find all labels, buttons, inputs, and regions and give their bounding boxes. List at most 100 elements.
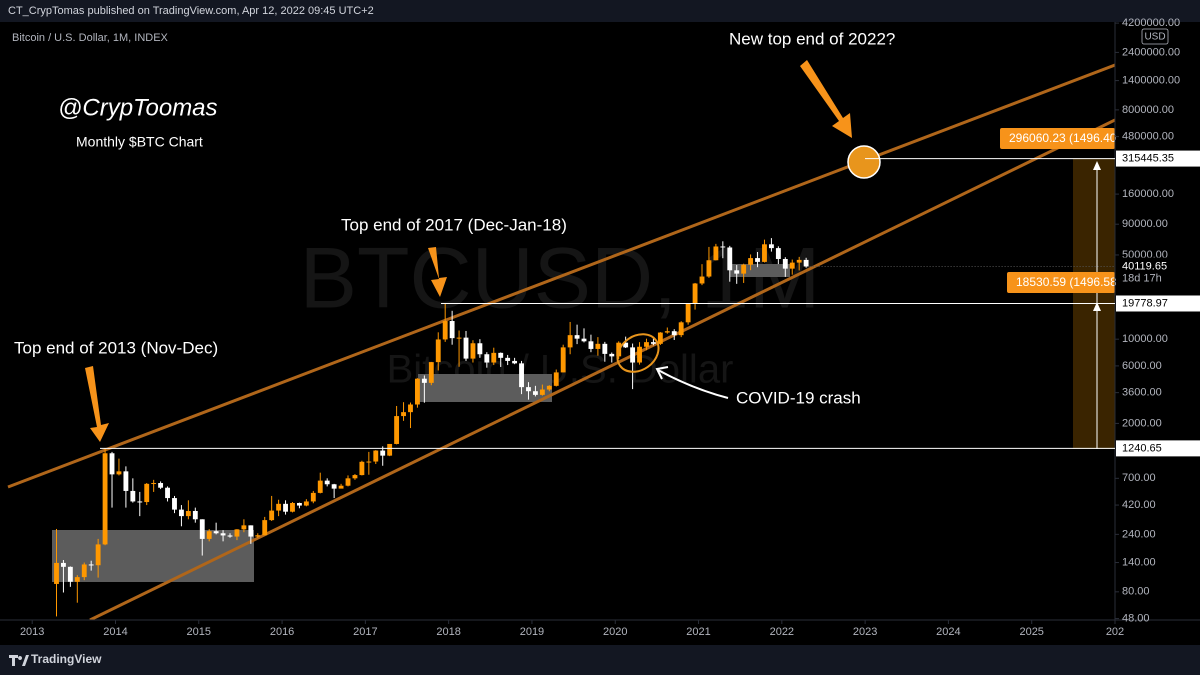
x-tick-label: 2020 [603, 626, 627, 638]
candle-body [192, 510, 198, 520]
candle-body [290, 502, 295, 512]
candle-body [81, 564, 87, 578]
candle-body [54, 562, 59, 584]
candle-body [283, 503, 288, 512]
footer-brand: TradingView [31, 652, 102, 666]
y-tick-label: 2000.00 [1122, 417, 1162, 429]
y-tick-label: 10000.00 [1122, 333, 1168, 345]
candle-body [699, 276, 705, 284]
candle-body [762, 244, 767, 262]
y-tick-label: 48.00 [1122, 612, 1150, 624]
price-level-label: 19778.97 [1122, 297, 1168, 309]
candle-body [95, 544, 101, 566]
candle-body [401, 412, 406, 417]
candle-body [803, 259, 809, 267]
candle-body [755, 258, 760, 262]
candle-body [546, 385, 552, 390]
candle-body [706, 260, 712, 277]
candle-body [199, 519, 205, 539]
channel-upper [7, 63, 1115, 489]
candle-body [720, 246, 726, 248]
price-level-label: 315445.35 [1122, 152, 1174, 164]
candle-body [491, 352, 497, 363]
channel-lower [89, 118, 1115, 620]
x-tick-label: 202 [1106, 626, 1124, 638]
candle-body [532, 391, 538, 395]
candle-body [477, 343, 483, 355]
currency: USD [1144, 32, 1165, 43]
candle-body [220, 533, 226, 536]
y-tick-label: 420.00 [1122, 499, 1156, 511]
y-tick-label: 700.00 [1122, 472, 1156, 484]
x-tick-label: 2025 [1019, 626, 1043, 638]
candle-body [206, 531, 212, 539]
candle-body [581, 338, 587, 342]
candle-body [789, 262, 795, 269]
target-circle [847, 145, 881, 179]
y-tick-label: 2400000.00 [1122, 46, 1180, 58]
candle-body [560, 347, 566, 373]
x-tick-label: 2014 [103, 626, 127, 638]
logo [9, 655, 29, 666]
candle-body [359, 461, 365, 476]
candle-body [158, 483, 164, 488]
candle-body [727, 247, 733, 271]
candle-body [185, 510, 191, 517]
measure-arrowhead [1093, 161, 1101, 170]
candle-body [366, 461, 372, 463]
candle-body [782, 258, 788, 269]
last-price-label: 40119.65 [1122, 260, 1167, 272]
candle-body [713, 246, 719, 261]
x-tick-label: 2018 [436, 626, 460, 638]
candle-body [269, 510, 275, 521]
candle-body [324, 480, 330, 485]
y-tick-label: 160000.00 [1122, 188, 1174, 200]
candle-body [463, 337, 469, 359]
candle-body [262, 520, 268, 536]
candle-body [678, 322, 684, 336]
x-tick-label: 2017 [353, 626, 377, 638]
candle-body [310, 492, 316, 502]
annotation: Top end of 2017 (Dec-Jan-18) [341, 215, 567, 234]
x-tick-label: 2021 [686, 626, 710, 638]
plot [7, 63, 1115, 620]
candle-body [345, 478, 351, 486]
candle-body [352, 475, 358, 479]
annotation: New top end of 2022? [729, 29, 895, 48]
candle-body [172, 498, 177, 510]
subtitle: Monthly $BTC Chart [76, 134, 203, 150]
covid-arrow [657, 369, 729, 399]
candle-body [435, 339, 441, 363]
candle-body [553, 372, 559, 386]
candle-body [657, 332, 663, 344]
last-price-box [1116, 257, 1200, 288]
candle-body [67, 566, 73, 582]
y-tick-label: 90000.00 [1122, 218, 1168, 230]
candle-body [588, 341, 594, 349]
candle-body [213, 531, 219, 534]
candle-body [394, 416, 400, 444]
x-tick-label: 2015 [187, 626, 211, 638]
candle-body [414, 378, 420, 405]
candle-body [421, 378, 427, 383]
candle-body [630, 347, 636, 363]
candle-body [505, 357, 511, 361]
candle-body [303, 501, 309, 506]
x-tick-label: 2023 [853, 626, 877, 638]
candle-body [241, 525, 247, 530]
candle-body [88, 564, 94, 566]
y-tick-label: 240.00 [1122, 528, 1156, 540]
candle-body [144, 483, 150, 503]
measure-label-box [1007, 272, 1115, 293]
candle-body [748, 258, 754, 265]
candle-body [526, 387, 531, 392]
y-tick-label: 4200000.00 [1122, 17, 1180, 29]
candle-body [456, 337, 462, 339]
price-level-box [1116, 440, 1200, 457]
candle-body [775, 248, 781, 259]
countdown: 18d 17h [1122, 272, 1162, 284]
candle-body [276, 503, 282, 511]
symbol-title: Bitcoin / U.S. Dollar, 1M, INDEX [12, 32, 169, 44]
range-box [418, 374, 552, 402]
candle-body [255, 535, 261, 537]
